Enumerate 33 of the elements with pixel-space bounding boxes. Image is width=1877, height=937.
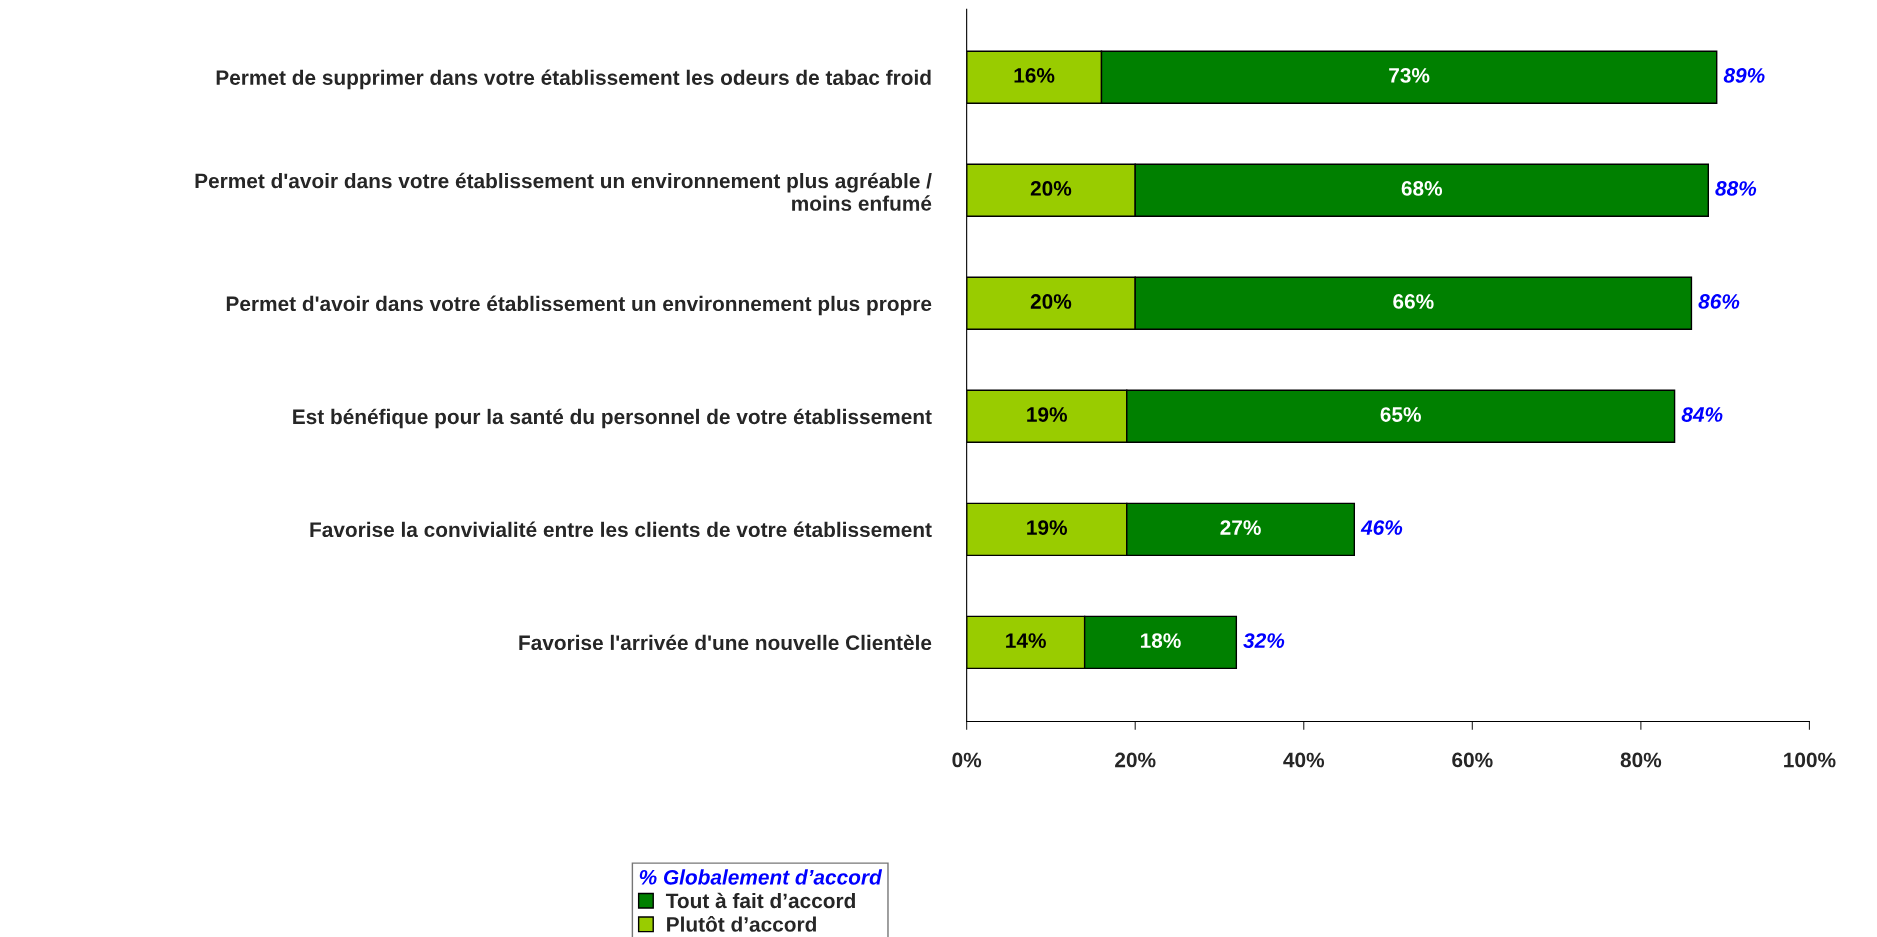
y-tick-label: Favorise l'arrivée d'une nouvelle Clientèle — [519, 634, 932, 651]
x-tick-label: 80% — [1620, 752, 1662, 768]
data-label: 19% — [1027, 520, 1068, 535]
x-tick-label: 20% — [1115, 752, 1156, 768]
x-tick-label: 100% — [1784, 752, 1836, 768]
y-tick-label: Permet d'avoir dans votre établissement un environnement plus propre — [226, 295, 932, 316]
x-tick-label: 0% — [952, 752, 982, 768]
data-label: 73% — [1389, 68, 1430, 83]
total-label: 46% — [1360, 520, 1403, 535]
data-label: 16% — [1014, 68, 1055, 83]
x-tick-label: 40% — [1283, 752, 1325, 768]
total-label: 84% — [1681, 407, 1723, 422]
data-label: 19% — [1027, 407, 1068, 422]
data-label: 20% — [1030, 294, 1072, 309]
legend-label: Tout à fait d’accord — [665, 892, 855, 909]
data-label: 18% — [1140, 633, 1181, 648]
legend-title: % Globalement d’accord — [639, 869, 883, 885]
total-label: 88% — [1715, 181, 1757, 196]
y-tick-label: Favorise la convivialité entre les clients de votre établissement — [310, 521, 932, 538]
x-tick-label: 60% — [1452, 752, 1493, 768]
data-label: 66% — [1393, 294, 1434, 309]
total-label: 89% — [1723, 68, 1765, 83]
data-label: 20% — [1030, 181, 1072, 196]
data-label: 27% — [1220, 520, 1261, 535]
legend-label: Plutôt d’accord — [667, 916, 816, 932]
total-label: 32% — [1243, 633, 1285, 648]
y-tick-label: Permet d'avoir dans votre établissement un environnement plus agréable / moins enfumé — [195, 172, 932, 211]
total-label: 86% — [1698, 294, 1740, 309]
y-tick-label: Permet de supprimer dans votre établissement les odeurs de tabac froid — [216, 69, 931, 90]
data-label: 65% — [1380, 407, 1421, 422]
data-label: 68% — [1401, 181, 1443, 196]
data-label: 14% — [1006, 633, 1046, 648]
y-tick-label: Est bénéfique pour la santé du personnel de votre établissement — [293, 408, 932, 429]
